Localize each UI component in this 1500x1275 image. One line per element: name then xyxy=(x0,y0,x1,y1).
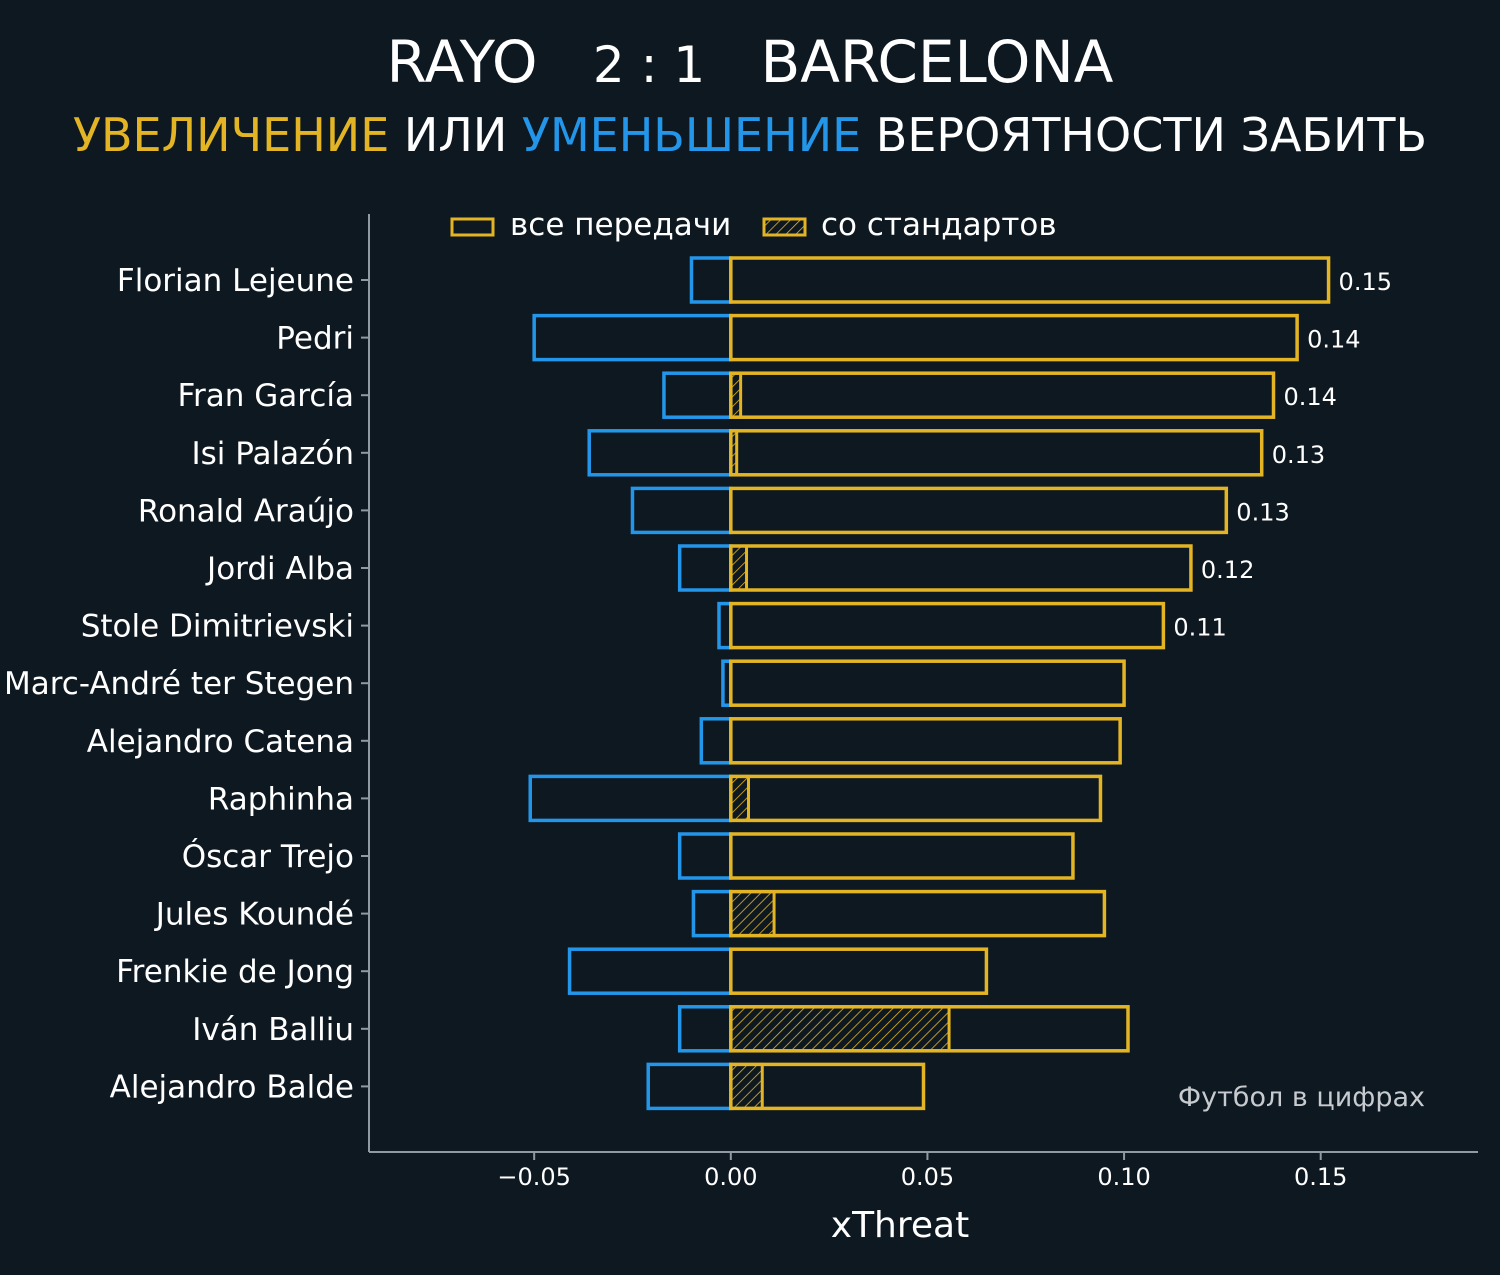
value-label: 0.11 xyxy=(1173,614,1226,642)
x-axis-label: xThreat xyxy=(831,1205,969,1246)
bar-decrease xyxy=(532,313,733,362)
player-label: Pedri xyxy=(276,321,354,357)
bar-all-passes xyxy=(729,371,1276,419)
subtitle-or: ИЛИ xyxy=(389,108,522,162)
legend: все передачи со стандартов xyxy=(450,207,1057,243)
legend-swatch-all-passes xyxy=(450,217,495,237)
legend-label-set-pieces: со стандартов xyxy=(821,207,1057,243)
x-tick-label: 0.00 xyxy=(704,1163,757,1191)
bar-all-passes xyxy=(729,544,1193,592)
player-label: Fran García xyxy=(177,378,354,414)
value-label: 0.13 xyxy=(1272,441,1325,469)
bar-decrease xyxy=(691,889,733,938)
bar-all-passes xyxy=(729,1005,1130,1053)
player-label: Frenkie de Jong xyxy=(116,954,354,990)
player-label: Alejandro Catena xyxy=(87,724,354,760)
x-tick-label: −0.05 xyxy=(497,1163,571,1191)
bar-set-pieces xyxy=(729,544,749,592)
bar-all-passes xyxy=(729,774,1103,823)
value-label: 0.14 xyxy=(1307,326,1360,354)
bar-decrease xyxy=(677,544,733,592)
bar-decrease xyxy=(528,774,733,823)
axes: −0.05 0.00 0.05 0.10 0.15 xyxy=(361,214,1478,1191)
bar-all-passes xyxy=(729,486,1229,535)
value-label: 0.14 xyxy=(1284,383,1337,411)
bar-set-pieces xyxy=(729,890,776,938)
player-label: Marc-André ter Stegen xyxy=(4,666,354,702)
player-label: Florian Lejeune xyxy=(117,263,354,299)
home-team: RAYO xyxy=(386,28,538,96)
bar-all-passes xyxy=(729,1062,926,1111)
player-label: Jordi Alba xyxy=(205,551,354,587)
bar-decrease xyxy=(662,371,733,419)
x-tick-label: 0.10 xyxy=(1097,1163,1150,1191)
bar-all-passes xyxy=(729,256,1331,304)
subtitle-probability: ВЕРОЯТНОСТИ ЗАБИТЬ xyxy=(861,108,1428,162)
bar-set-pieces xyxy=(729,1062,764,1110)
subtitle-increase: УВЕЛИЧЕНИЕ xyxy=(72,108,390,162)
player-label: Óscar Trejo xyxy=(182,838,354,875)
chart-subtitle: УВЕЛИЧЕНИЕ ИЛИ УМЕНЬШЕНИЕ ВЕРОЯТНОСТИ ЗА… xyxy=(0,108,1500,162)
bar-decrease xyxy=(587,429,733,477)
player-label: Jules Koundé xyxy=(154,897,354,933)
watermark: Футбол в цифрах xyxy=(1178,1082,1425,1113)
chart-title: RAYO 2 : 1 BARCELONA xyxy=(0,28,1500,96)
x-tick-label: 0.05 xyxy=(901,1163,954,1191)
bar-set-pieces xyxy=(729,1005,951,1053)
bar-all-passes xyxy=(729,717,1122,765)
player-label: Alejandro Balde xyxy=(110,1069,354,1105)
value-label: 0.13 xyxy=(1236,498,1289,526)
bar-all-passes xyxy=(729,889,1107,938)
legend-label-all-passes: все передачи xyxy=(510,207,731,243)
player-label: Stole Dimitrievski xyxy=(81,609,354,645)
bar-decrease xyxy=(677,832,733,880)
player-label: Ronald Araújo xyxy=(138,493,354,529)
bars xyxy=(528,256,1331,1111)
bar-all-passes xyxy=(729,313,1299,362)
bar-decrease xyxy=(567,947,733,995)
bar-all-passes xyxy=(729,601,1166,650)
labels: Florian Lejeune 0.15 Pedri 0.14 Fran García 0… xyxy=(4,263,1392,1105)
away-team: BARCELONA xyxy=(760,28,1114,96)
bar-decrease xyxy=(689,256,733,304)
bar-decrease xyxy=(717,601,733,650)
bar-set-pieces xyxy=(729,774,750,822)
bar-all-passes xyxy=(729,429,1264,477)
bar-all-passes xyxy=(729,947,989,995)
bar-decrease xyxy=(646,1062,733,1111)
match-score: 2 : 1 xyxy=(592,36,706,94)
x-tick-label: 0.15 xyxy=(1294,1163,1347,1191)
bar-decrease xyxy=(630,486,733,535)
bar-decrease xyxy=(699,717,733,765)
bar-decrease xyxy=(677,1005,733,1053)
bar-all-passes xyxy=(729,659,1126,707)
player-label: Isi Palazón xyxy=(191,436,354,472)
legend-swatch-set-pieces xyxy=(762,217,807,237)
player-label: Raphinha xyxy=(208,781,354,817)
value-label: 0.12 xyxy=(1201,556,1254,584)
bar-all-passes xyxy=(729,832,1075,880)
player-label: Iván Balliu xyxy=(192,1012,354,1048)
subtitle-decrease: УМЕНЬШЕНИЕ xyxy=(521,108,862,162)
value-label: 0.15 xyxy=(1339,268,1392,296)
